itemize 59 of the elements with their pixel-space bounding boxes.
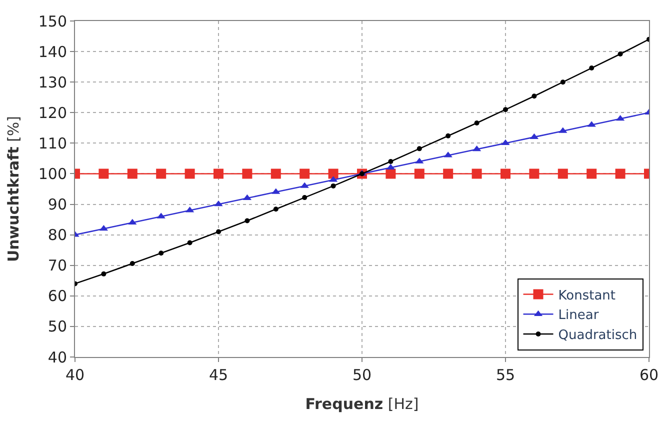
point xyxy=(501,139,510,146)
y-tick-label: 130 xyxy=(38,73,67,92)
y-tick-label: 90 xyxy=(48,196,67,214)
x-tick-label: 50 xyxy=(352,366,372,384)
y-tick-label: 120 xyxy=(38,104,67,122)
point xyxy=(156,168,166,179)
x-axis-title: Frequenz [Hz] xyxy=(305,395,419,413)
y-tick-label: 100 xyxy=(38,164,67,183)
point xyxy=(184,168,195,179)
point xyxy=(589,66,594,71)
y-tick-label: 50 xyxy=(48,318,67,336)
point xyxy=(443,168,454,179)
x-tick-label: 55 xyxy=(496,366,516,384)
point xyxy=(270,168,281,179)
point xyxy=(532,94,537,99)
x-tick-label: 60 xyxy=(639,366,659,384)
x-tick-label: 40 xyxy=(65,366,85,384)
point xyxy=(416,146,422,152)
point xyxy=(216,229,221,234)
point xyxy=(187,240,192,246)
point xyxy=(302,195,308,200)
legend-label: Quadratisch xyxy=(558,328,638,344)
point xyxy=(244,218,250,224)
x-tick-label: 45 xyxy=(208,366,228,384)
point xyxy=(328,168,338,179)
point xyxy=(130,261,135,266)
point xyxy=(560,80,566,85)
point xyxy=(388,159,394,164)
point xyxy=(503,107,508,112)
y-tick-label: 150 xyxy=(38,12,67,30)
y-tick-label: 60 xyxy=(48,287,67,306)
y-tick-label: 140 xyxy=(38,42,67,61)
point xyxy=(98,168,109,179)
point xyxy=(615,168,626,179)
y-tick-label: 80 xyxy=(48,226,67,244)
point xyxy=(101,271,106,276)
point xyxy=(500,168,510,179)
point xyxy=(158,250,164,256)
point xyxy=(300,168,310,179)
point xyxy=(472,168,482,179)
y-tick-label: 110 xyxy=(38,134,67,152)
point xyxy=(618,51,623,56)
point xyxy=(446,133,451,138)
point xyxy=(127,168,138,179)
point xyxy=(386,168,396,179)
point xyxy=(273,206,278,212)
point xyxy=(529,168,540,179)
point xyxy=(330,183,336,188)
legend-label: Linear xyxy=(558,308,600,324)
point xyxy=(242,168,252,179)
point xyxy=(214,168,224,179)
legend-label: Konstant xyxy=(558,288,616,304)
y-tick-label: 70 xyxy=(48,256,67,275)
y-tick-label: 40 xyxy=(48,348,67,366)
point xyxy=(414,168,424,179)
point xyxy=(586,168,597,179)
y-axis-title: Unwuchtkraft [%] xyxy=(4,116,23,262)
point xyxy=(558,168,568,179)
point xyxy=(474,120,480,126)
